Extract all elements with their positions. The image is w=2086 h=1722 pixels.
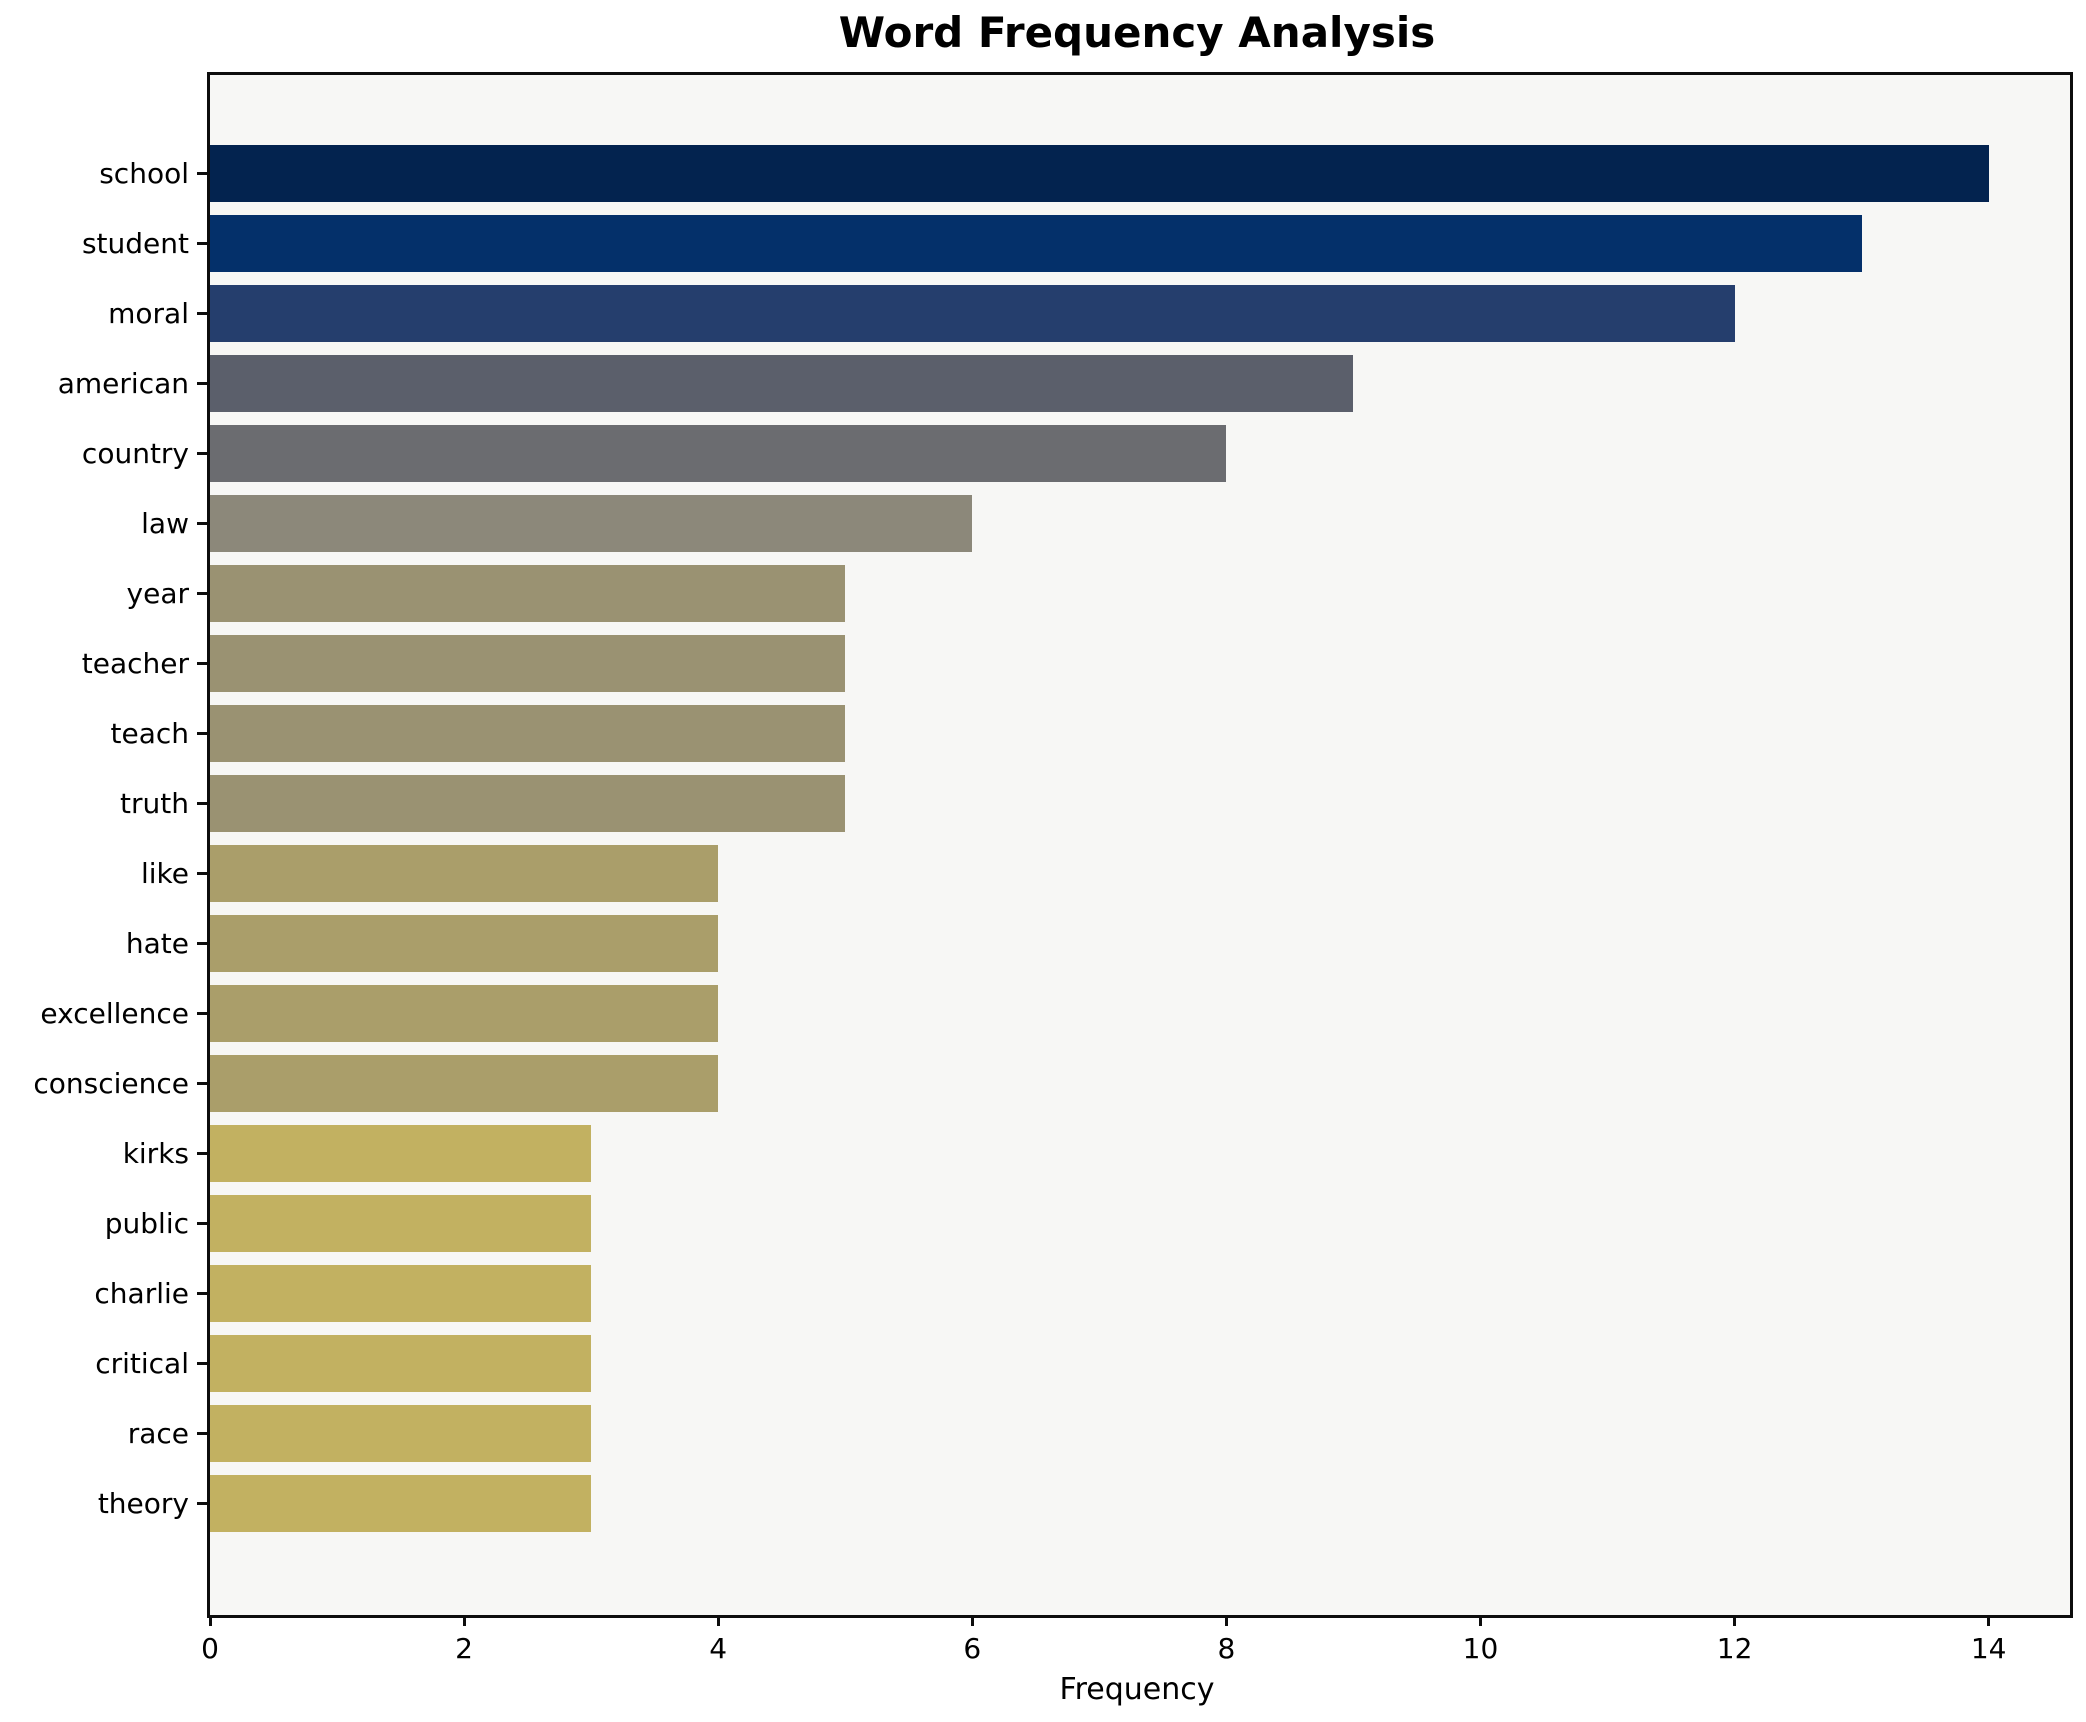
bar-conscience [210, 1055, 719, 1112]
x-axis-label: Frequency [1059, 1672, 1215, 1707]
y-tick-mark [197, 382, 207, 385]
y-tick-label-moral: moral [108, 297, 189, 330]
y-tick-mark [197, 662, 207, 665]
y-tick-label-country: country [81, 437, 189, 470]
bar-american [210, 355, 1354, 412]
y-tick-mark [197, 522, 207, 525]
y-tick-label-truth: truth [120, 787, 189, 820]
y-tick-mark [197, 452, 207, 455]
x-tick-mark [208, 1615, 212, 1626]
bar-critical [210, 1335, 592, 1392]
y-tick-mark [197, 242, 207, 245]
x-tick-label-8: 8 [1217, 1632, 1236, 1665]
y-tick-label-theory: theory [97, 1487, 189, 1520]
bar-charlie [210, 1265, 592, 1322]
bar-moral [210, 285, 1735, 342]
y-tick-label-excellence: excellence [40, 997, 189, 1030]
x-tick-label-4: 4 [709, 1632, 728, 1665]
y-tick-mark [197, 1152, 207, 1155]
y-tick-label-like: like [140, 857, 189, 890]
y-tick-mark [197, 1362, 207, 1365]
x-tick-label-6: 6 [963, 1632, 982, 1665]
bar-hate [210, 915, 719, 972]
y-tick-mark [197, 1012, 207, 1015]
chart-title: Word Frequency Analysis [838, 8, 1436, 57]
bar-country [210, 425, 1227, 482]
y-tick-label-hate: hate [125, 927, 189, 960]
x-tick-mark [462, 1615, 466, 1626]
bar-law [210, 495, 973, 552]
y-tick-mark [197, 1222, 207, 1225]
y-tick-label-public: public [104, 1207, 189, 1240]
y-tick-label-year: year [126, 577, 189, 610]
x-tick-mark [1478, 1615, 1482, 1626]
y-tick-mark [197, 732, 207, 735]
x-tick-label-12: 12 [1716, 1632, 1753, 1665]
x-tick-mark [1733, 1615, 1737, 1626]
bar-year [210, 565, 846, 622]
bar-teacher [210, 635, 846, 692]
x-tick-mark [716, 1615, 720, 1626]
y-tick-mark [197, 592, 207, 595]
y-tick-label-american: american [57, 367, 189, 400]
bar-student [210, 215, 1862, 272]
y-tick-mark [197, 1502, 207, 1505]
y-tick-label-conscience: conscience [33, 1067, 189, 1100]
bar-kirks [210, 1125, 592, 1182]
bar-truth [210, 775, 846, 832]
y-tick-mark [197, 1292, 207, 1295]
bar-teach [210, 705, 846, 762]
x-tick-label-14: 14 [1970, 1632, 2007, 1665]
y-tick-label-school: school [99, 157, 189, 190]
bar-like [210, 845, 719, 902]
y-tick-label-race: race [127, 1417, 189, 1450]
x-tick-mark [1224, 1615, 1228, 1626]
y-tick-mark [197, 312, 207, 315]
y-tick-mark [197, 1082, 207, 1085]
x-tick-mark [1987, 1615, 1991, 1626]
y-tick-mark [197, 802, 207, 805]
y-tick-mark [197, 942, 207, 945]
plot-area [207, 72, 2073, 1618]
y-tick-label-teach: teach [110, 717, 189, 750]
y-tick-label-teacher: teacher [81, 647, 189, 680]
y-tick-mark [197, 872, 207, 875]
bar-public [210, 1195, 592, 1252]
x-tick-label-0: 0 [201, 1632, 219, 1665]
y-tick-label-critical: critical [95, 1347, 189, 1380]
y-tick-mark [197, 172, 207, 175]
x-tick-mark [970, 1615, 974, 1626]
bar-school [210, 145, 1989, 202]
bar-race [210, 1405, 592, 1462]
y-tick-mark [197, 1432, 207, 1435]
bar-theory [210, 1475, 592, 1532]
y-tick-label-charlie: charlie [94, 1277, 189, 1310]
y-tick-label-law: law [141, 507, 189, 540]
y-tick-label-student: student [81, 227, 189, 260]
x-tick-label-10: 10 [1462, 1632, 1499, 1665]
x-tick-label-2: 2 [455, 1632, 473, 1665]
y-tick-label-kirks: kirks [122, 1137, 189, 1170]
bar-excellence [210, 985, 719, 1042]
